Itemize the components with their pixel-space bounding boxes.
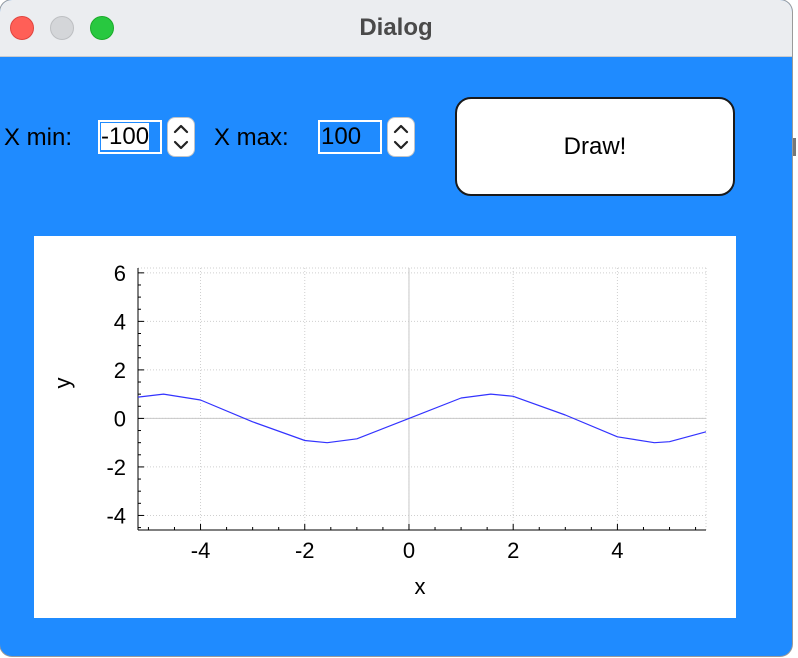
y-tick-label: 0 [114, 406, 126, 431]
series-line [137, 393, 707, 444]
chart-svg: -4 -2 0 2 4 -4 -2 0 2 4 6 x y [50, 261, 707, 599]
xmax-label: X max: [214, 124, 289, 151]
x-axis-label: x [415, 574, 426, 599]
plot-panel: -4 -2 0 2 4 -4 -2 0 2 4 6 x y [34, 236, 736, 618]
xmax-input[interactable]: 100 [318, 120, 382, 154]
y-axis-label: y [50, 378, 75, 389]
y-tick-label: -4 [106, 503, 126, 528]
maximize-window-button[interactable] [90, 16, 114, 40]
x-tick-label: -4 [191, 538, 211, 563]
x-tick-label: -2 [295, 538, 315, 563]
minimize-window-button[interactable] [50, 16, 74, 40]
x-tick-label: 0 [403, 538, 415, 563]
xmax-step-up-icon[interactable] [393, 124, 409, 134]
xmin-input[interactable]: -100 [98, 120, 162, 154]
xmax-step-down-icon[interactable] [393, 140, 409, 150]
y-tick-label: 2 [114, 358, 126, 383]
y-tick-label: -2 [106, 455, 126, 480]
xmin-step-down-icon[interactable] [173, 140, 189, 150]
xmax-stepper[interactable] [388, 118, 414, 156]
background-window-edge [793, 138, 796, 156]
xmin-value: -100 [101, 123, 150, 150]
y-tick-label: 6 [114, 261, 126, 286]
window-title: Dialog [359, 14, 433, 41]
x-tick-label: 2 [507, 538, 519, 563]
xmin-stepper[interactable] [168, 118, 194, 156]
title-bar: Dialog [0, 0, 792, 57]
close-window-button[interactable] [10, 16, 34, 40]
xmax-value: 100 [321, 123, 362, 150]
y-tick-label: 4 [114, 309, 126, 334]
x-tick-label: 4 [611, 538, 623, 563]
draw-button[interactable]: Draw! [455, 97, 735, 196]
xmin-step-up-icon[interactable] [173, 124, 189, 134]
xmin-label: X min: [4, 124, 73, 151]
